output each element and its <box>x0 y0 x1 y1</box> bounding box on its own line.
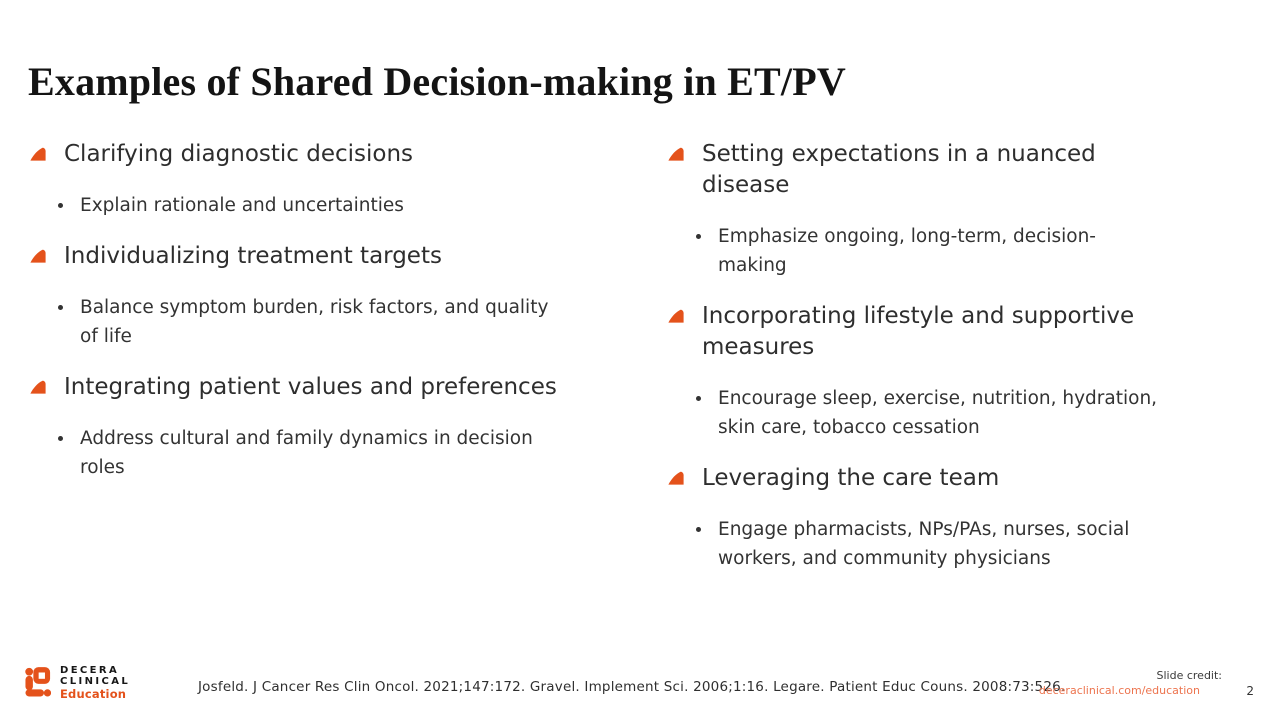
sub-list-item-label: Engage pharmacists, NPs/PAs, nurses, soc… <box>718 519 1130 569</box>
list-item-label: Integrating patient values and preferenc… <box>64 374 557 400</box>
sub-list-item: Explain rationale and uncertainties <box>58 191 563 220</box>
triangle-bullet-icon <box>30 380 46 394</box>
sub-list-item: Balance symptom burden, risk factors, an… <box>58 293 563 351</box>
citation-text: Josfeld. J Cancer Res Clin Oncol. 2021;1… <box>198 679 1066 695</box>
left-column: Clarifying diagnostic decisions Explain … <box>28 139 563 503</box>
list-item: Integrating patient values and preferenc… <box>28 372 563 403</box>
sub-list-item-label: Explain rationale and uncertainties <box>80 195 404 216</box>
triangle-bullet-icon <box>668 471 684 485</box>
sub-list-item: Encourage sleep, exercise, nutrition, hy… <box>696 384 1186 442</box>
triangle-bullet-icon <box>668 309 684 323</box>
decera-logo-text: DECERA CLINICAL Education <box>60 665 130 700</box>
dot-bullet-icon <box>696 396 701 401</box>
list-item: Incorporating lifestyle and supportive m… <box>666 301 1186 363</box>
list-item: Setting expectations in a nuanced diseas… <box>666 139 1186 201</box>
decera-logo: DECERA CLINICAL Education <box>25 665 130 702</box>
list-item: Clarifying diagnostic decisions <box>28 139 563 170</box>
slide-credit-link[interactable]: deceraclinical.com/education <box>1038 684 1200 697</box>
list-item: Leveraging the care team <box>666 463 1186 494</box>
list-item-label: Incorporating lifestyle and supportive m… <box>702 303 1135 360</box>
triangle-bullet-icon <box>30 249 46 263</box>
sub-list-item-label: Emphasize ongoing, long-term, decision-m… <box>718 226 1096 276</box>
page-number: 2 <box>1246 684 1254 698</box>
triangle-bullet-icon <box>30 147 46 161</box>
slide-credit-label: Slide credit: <box>1156 669 1223 682</box>
dot-bullet-icon <box>696 234 701 239</box>
right-column: Setting expectations in a nuanced diseas… <box>666 139 1186 594</box>
list-item-label: Setting expectations in a nuanced diseas… <box>702 141 1096 198</box>
slide-title: Examples of Shared Decision-making in ET… <box>28 59 846 104</box>
sub-list-item-label: Balance symptom burden, risk factors, an… <box>80 297 549 347</box>
list-item-label: Individualizing treatment targets <box>64 243 442 269</box>
sub-list-item-label: Encourage sleep, exercise, nutrition, hy… <box>718 388 1158 438</box>
sub-list-item: Address cultural and family dynamics in … <box>58 424 563 482</box>
sub-list-item: Engage pharmacists, NPs/PAs, nurses, soc… <box>696 515 1186 573</box>
dot-bullet-icon <box>696 527 701 532</box>
dot-bullet-icon <box>58 305 63 310</box>
triangle-bullet-icon <box>668 147 684 161</box>
logo-line-education: Education <box>60 687 127 701</box>
decera-logo-icon <box>25 665 52 702</box>
dot-bullet-icon <box>58 436 63 441</box>
list-item: Individualizing treatment targets <box>28 241 563 272</box>
list-item-label: Clarifying diagnostic decisions <box>64 141 414 167</box>
list-item-label: Leveraging the care team <box>702 465 1000 491</box>
logo-line-clinical: CLINICAL <box>60 675 131 687</box>
sub-list-item: Emphasize ongoing, long-term, decision-m… <box>696 222 1186 280</box>
logo-line-decera: DECERA <box>60 665 120 676</box>
dot-bullet-icon <box>58 203 63 208</box>
sub-list-item-label: Address cultural and family dynamics in … <box>80 428 533 478</box>
